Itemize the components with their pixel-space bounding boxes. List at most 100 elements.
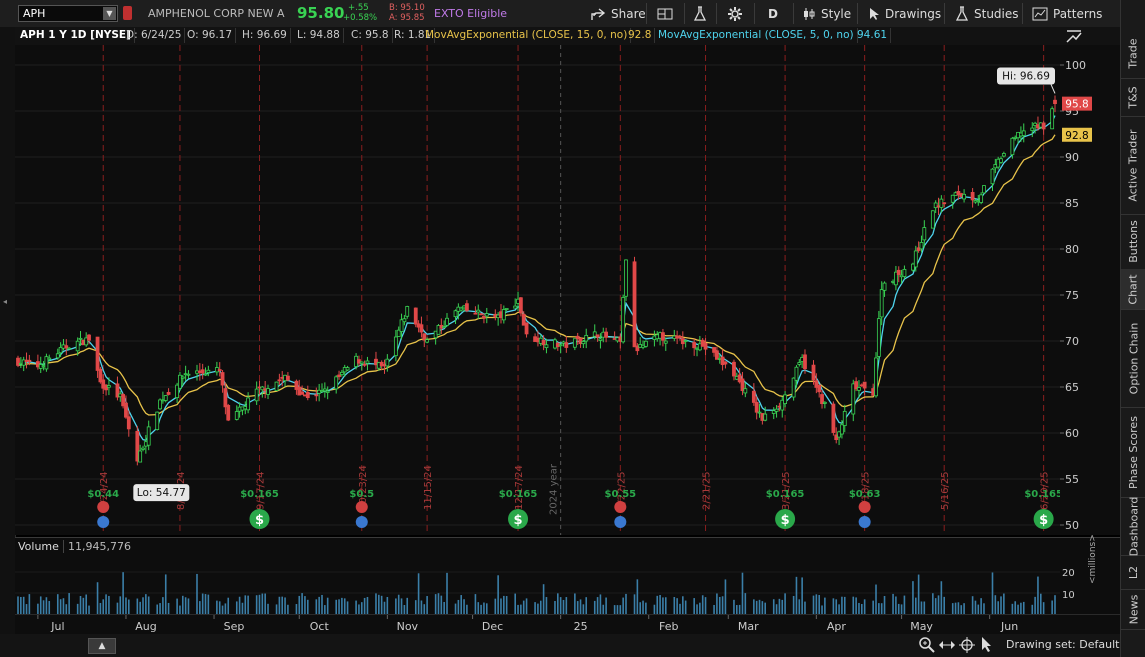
candle-body [300, 391, 305, 395]
candle-body [902, 269, 907, 278]
candle-body [75, 340, 80, 352]
expand-panel-button[interactable]: ▲ [88, 638, 116, 654]
candle-body [345, 367, 350, 371]
cursor-icon[interactable] [980, 636, 994, 654]
price-tick-label: 55 [1065, 473, 1079, 486]
share-button[interactable]: Share [590, 3, 646, 24]
candle-body [325, 390, 330, 393]
style-button[interactable]: Style [802, 3, 851, 24]
candle-body [362, 363, 367, 366]
flexible-grid-button[interactable] [657, 3, 673, 24]
earnings-icon [614, 501, 627, 513]
candle-body [67, 347, 72, 350]
tab-active-trader[interactable]: Active Trader [1121, 116, 1145, 215]
lab-button[interactable] [693, 3, 707, 24]
candle-body [882, 282, 887, 291]
candle-body [178, 374, 182, 389]
volume-panel[interactable] [15, 556, 1060, 614]
candle-body [155, 411, 160, 430]
dividend-amount: $0.165 [499, 489, 538, 500]
zoom-icon[interactable] [918, 636, 936, 654]
candle-body [996, 158, 1001, 168]
settings-button[interactable] [727, 3, 743, 24]
tab-label: Dashboard [1127, 496, 1140, 556]
drawings-button[interactable]: Drawings [868, 3, 941, 24]
crosshair-icon[interactable] [958, 636, 976, 654]
price-tick-label: 90 [1065, 151, 1079, 164]
candle-body [743, 388, 748, 394]
price-axis[interactable]: 100 95 90 85 80 75 70 65 60 55 50 95.8 92.8 [1060, 45, 1120, 535]
price-tick-label: 80 [1065, 243, 1079, 256]
divider [944, 3, 945, 24]
event-date-label: 4/18/25 [861, 471, 872, 510]
alert-flag-icon[interactable] [123, 6, 132, 20]
tab-t-s[interactable]: T&S [1121, 78, 1145, 117]
candle-body [274, 381, 279, 391]
candle-body [1050, 108, 1055, 130]
symbol-input[interactable]: APH ▼ [18, 5, 118, 22]
tab-buttons[interactable]: Buttons [1121, 214, 1145, 270]
candle-body [754, 402, 759, 413]
candle-body [47, 357, 52, 360]
candle-body [524, 322, 529, 335]
time-axis[interactable]: Jul Aug Sep Oct Nov Dec 25 Feb Mar Apr May Jun [15, 614, 1120, 635]
candle-body [933, 202, 938, 209]
left-collapse-strip[interactable]: ◂ [0, 27, 16, 634]
event-date-label: 11/15/24 [423, 465, 434, 510]
candle-body [163, 395, 168, 401]
aggregation-period-button[interactable]: D [768, 3, 778, 24]
dividend-amount: $0.55 [604, 489, 636, 500]
price-panel[interactable]: 7/24/24$0.448/20/249/17/24$0.165$10/23/2… [15, 45, 1060, 535]
symbol-dropdown-icon[interactable]: ▼ [103, 7, 116, 20]
candle-body [180, 376, 185, 379]
bar-low: L: 94.88 [294, 28, 344, 43]
chart-title[interactable]: APH 1 Y 1D [NYSE] [17, 28, 135, 43]
chart-settings-icon[interactable] [1065, 28, 1083, 44]
tab-dashboard[interactable]: Dashboard [1121, 496, 1145, 556]
time-axis-svg: Jul Aug Sep Oct Nov Dec 25 Feb Mar Apr May Jun [37, 615, 1018, 633]
candle-body [146, 426, 151, 446]
dividend-icon [508, 509, 529, 529]
price-tick-label: 75 [1065, 289, 1079, 302]
candle-body [518, 297, 523, 314]
tab-news[interactable]: News [1121, 589, 1145, 630]
candle-body [712, 347, 716, 353]
volume-chart-svg [15, 571, 1060, 614]
candle-body [581, 341, 586, 345]
candle-body [87, 334, 91, 341]
price-chart-svg[interactable]: 7/24/24$0.448/20/249/17/24$0.165$10/23/2… [15, 45, 1060, 535]
candle-body [226, 404, 231, 421]
candle-body [703, 342, 708, 350]
bar-range: R: 1.81 [391, 28, 436, 43]
ema15-label[interactable]: MovAvgExponential (CLOSE, 15, 0, no) [422, 28, 632, 43]
pan-icon[interactable] [938, 638, 956, 652]
symbol-text: APH [23, 7, 46, 20]
candle-body [305, 391, 310, 399]
candle-body [203, 373, 208, 376]
drawing-set-label[interactable]: Drawing set: Default [1006, 638, 1120, 651]
bar-open: O: 96.17 [184, 28, 237, 43]
collapse-left-icon[interactable]: ◂ [3, 297, 8, 306]
tab-phase-scores[interactable]: Phase Scores [1121, 407, 1145, 498]
tab-chart[interactable]: Chart [1121, 269, 1145, 310]
tab-l2[interactable]: L2 [1121, 555, 1145, 590]
candle-body [803, 354, 807, 370]
patterns-button[interactable]: Patterns [1032, 3, 1102, 24]
ema5-label[interactable]: MovAvgExponential (CLOSE, 5, 0, no) [655, 28, 858, 43]
period-label: D [768, 6, 778, 21]
candle-body [175, 384, 180, 398]
tab-option-chain[interactable]: Option Chain [1121, 309, 1145, 408]
candle-body [78, 337, 83, 340]
candle-body [501, 309, 506, 321]
time-tick-label: Nov [397, 620, 419, 633]
candle-body [385, 358, 390, 367]
price-tick-label: 50 [1065, 519, 1079, 532]
tab-trade[interactable]: Trade [1121, 28, 1145, 79]
candle-body [723, 361, 728, 365]
candle-body [55, 353, 60, 359]
studies-button[interactable]: Studies [955, 3, 1019, 24]
volume-label[interactable]: Volume [18, 540, 64, 553]
candle-body [763, 413, 768, 421]
exto-eligible[interactable]: EXTO Eligible [434, 7, 508, 20]
candle-body [956, 191, 961, 196]
